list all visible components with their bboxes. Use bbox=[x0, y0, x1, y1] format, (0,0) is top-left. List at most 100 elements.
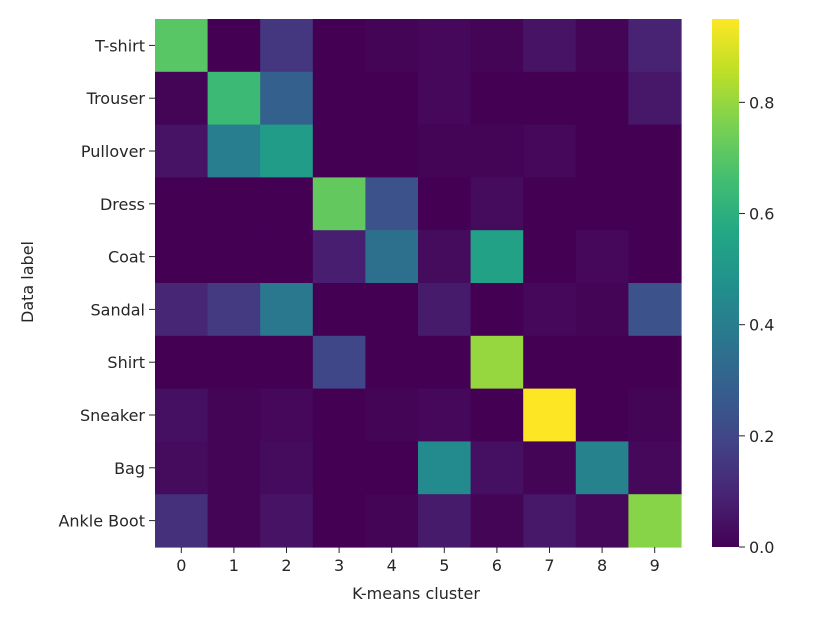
heatmap-cell bbox=[418, 283, 472, 337]
heatmap-cell bbox=[365, 494, 419, 548]
colorbar-tick-label: 0.8 bbox=[749, 93, 774, 112]
heatmap-cell bbox=[470, 283, 524, 337]
heatmap-cell bbox=[155, 283, 209, 337]
heatmap-cell bbox=[312, 494, 366, 548]
heatmap-cell bbox=[523, 335, 577, 390]
heatmap-cell bbox=[418, 19, 472, 73]
heatmap-cell bbox=[628, 283, 682, 337]
heatmap-cell bbox=[155, 388, 209, 442]
heatmap-cell bbox=[470, 494, 524, 548]
heatmap-cell bbox=[365, 441, 419, 495]
heatmap-cells bbox=[155, 19, 682, 548]
heatmap-cell bbox=[312, 177, 366, 231]
heatmap-cell bbox=[155, 124, 209, 178]
heatmap-cell bbox=[470, 177, 524, 231]
heatmap-cell bbox=[365, 19, 419, 73]
heatmap-cell bbox=[628, 388, 682, 442]
y-tick-label: Coat bbox=[108, 248, 145, 267]
heatmap-cell bbox=[575, 283, 629, 337]
y-axis-ticks: T-shirt Trouser Pullover Dress Coat Sandal Shi… bbox=[58, 36, 155, 531]
colorbar-tick-label: 0.0 bbox=[749, 538, 774, 557]
heatmap-cell bbox=[575, 124, 629, 178]
heatmap-cell bbox=[365, 124, 419, 178]
y-tick-label: Bag bbox=[114, 459, 145, 478]
x-tick-label: 4 bbox=[387, 556, 397, 575]
heatmap-cell bbox=[207, 283, 261, 337]
heatmap-cell bbox=[155, 335, 209, 390]
heatmap-cell bbox=[312, 124, 366, 178]
heatmap-cell bbox=[260, 19, 314, 73]
x-axis-title: K-means cluster bbox=[352, 584, 480, 603]
heatmap-cell bbox=[628, 124, 682, 178]
heatmap-cell bbox=[207, 19, 261, 73]
x-tick-label: 2 bbox=[281, 556, 291, 575]
heatmap-cell bbox=[260, 71, 314, 126]
heatmap-cell bbox=[155, 230, 209, 284]
heatmap-cell bbox=[628, 71, 682, 126]
x-tick-label: 8 bbox=[597, 556, 607, 575]
heatmap-cell bbox=[470, 124, 524, 178]
y-tick-label: Dress bbox=[100, 195, 145, 214]
heatmap-cell bbox=[260, 335, 314, 390]
heatmap-cell bbox=[312, 283, 366, 337]
heatmap-cell bbox=[418, 124, 472, 178]
heatmap-cell bbox=[470, 230, 524, 284]
heatmap-cell bbox=[470, 441, 524, 495]
heatmap-cell bbox=[260, 388, 314, 442]
heatmap-cell bbox=[207, 441, 261, 495]
heatmap-cell bbox=[418, 441, 472, 495]
heatmap-cell bbox=[155, 177, 209, 231]
heatmap-cell bbox=[523, 71, 577, 126]
y-tick-label: Ankle Boot bbox=[58, 512, 145, 531]
y-tick-label: Pullover bbox=[81, 142, 146, 161]
heatmap-cell bbox=[628, 177, 682, 231]
heatmap-cell bbox=[523, 124, 577, 178]
y-tick-label: Trouser bbox=[86, 89, 146, 108]
colorbar-gradient bbox=[712, 19, 739, 547]
x-tick-label: 9 bbox=[650, 556, 660, 575]
colorbar-ticks: 0.0 0.2 0.4 0.6 0.8 bbox=[739, 93, 774, 557]
x-tick-label: 7 bbox=[544, 556, 554, 575]
heatmap-cell bbox=[260, 124, 314, 178]
heatmap-cell bbox=[418, 71, 472, 126]
heatmap-cell bbox=[207, 230, 261, 284]
heatmap-cell bbox=[470, 71, 524, 126]
heatmap-cell bbox=[575, 335, 629, 390]
heatmap-cell bbox=[365, 177, 419, 231]
heatmap-cell bbox=[418, 335, 472, 390]
colorbar-tick-label: 0.6 bbox=[749, 205, 774, 224]
heatmap-cell bbox=[365, 71, 419, 126]
heatmap-cell bbox=[365, 283, 419, 337]
x-tick-label: 3 bbox=[334, 556, 344, 575]
x-tick-label: 0 bbox=[176, 556, 186, 575]
heatmap-cell bbox=[155, 441, 209, 495]
heatmap-cell bbox=[523, 230, 577, 284]
x-tick-label: 6 bbox=[492, 556, 502, 575]
heatmap-cell bbox=[155, 19, 209, 73]
y-axis-title: Data label bbox=[18, 241, 37, 323]
heatmap-cell bbox=[260, 230, 314, 284]
heatmap-cell bbox=[575, 441, 629, 495]
heatmap-cell bbox=[628, 441, 682, 495]
heatmap-cell bbox=[312, 19, 366, 73]
heatmap-cell bbox=[207, 388, 261, 442]
heatmap-cell bbox=[418, 494, 472, 548]
heatmap-cell bbox=[207, 494, 261, 548]
y-tick-label: Sneaker bbox=[80, 406, 145, 425]
y-tick-label: T-shirt bbox=[94, 36, 145, 55]
y-tick-label: Shirt bbox=[107, 353, 145, 372]
y-tick-label: Sandal bbox=[90, 300, 145, 319]
heatmap-cell bbox=[628, 230, 682, 284]
heatmap-cell bbox=[312, 71, 366, 126]
heatmap-cell bbox=[470, 388, 524, 442]
heatmap-cell bbox=[418, 177, 472, 231]
heatmap-cell bbox=[523, 177, 577, 231]
heatmap-cell bbox=[260, 283, 314, 337]
colorbar-tick-label: 0.4 bbox=[749, 316, 774, 335]
heatmap-cell bbox=[365, 388, 419, 442]
heatmap-cell bbox=[575, 388, 629, 442]
heatmap-cell bbox=[207, 177, 261, 231]
heatmap-cell bbox=[155, 494, 209, 548]
x-tick-label: 1 bbox=[229, 556, 239, 575]
heatmap-cell bbox=[575, 177, 629, 231]
